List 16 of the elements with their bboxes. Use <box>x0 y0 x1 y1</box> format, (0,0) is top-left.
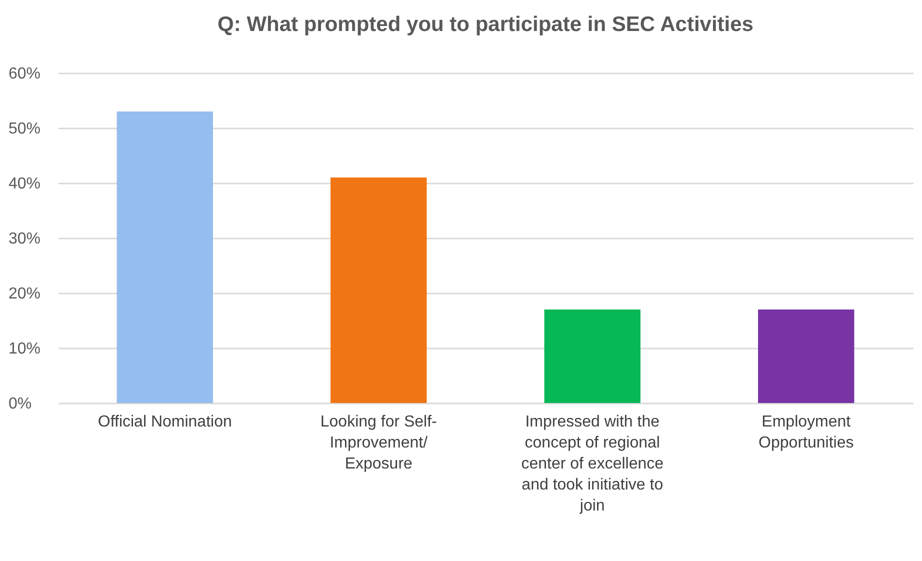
x-tick-label: Official Nomination <box>98 414 232 430</box>
y-tick-label: 20% <box>8 286 41 302</box>
y-tick-label: 40% <box>8 176 41 192</box>
bar <box>116 112 213 403</box>
bar <box>544 310 640 403</box>
y-tick-label: 50% <box>8 120 41 138</box>
x-tick-label: Impressed with the concept of regional center of excellence and took initiative to join <box>521 414 664 514</box>
x-tick-label: Looking for Self-Improvement/ Exposure <box>320 414 437 472</box>
y-tick-label: 0% <box>8 396 32 412</box>
chart-title: Q: What prompted you to participate in SEC Activities <box>218 13 754 36</box>
y-tick-label: 30% <box>8 230 41 248</box>
bar <box>758 310 854 403</box>
x-tick-label: Employment Opportunities <box>758 414 854 452</box>
y-tick-label: 10% <box>8 340 41 358</box>
y-tick-label: 60% <box>8 66 41 82</box>
bar <box>330 178 427 403</box>
